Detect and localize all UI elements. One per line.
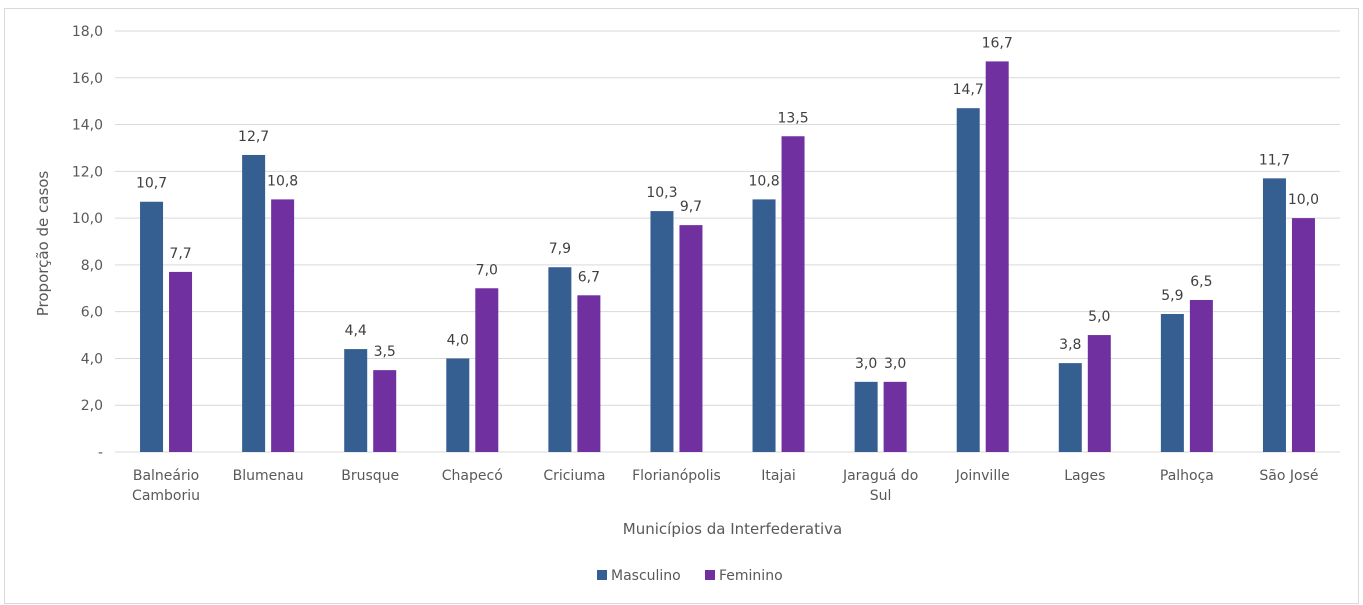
y-tick-label: 12,0 (72, 164, 103, 180)
y-tick-label: 18,0 (72, 24, 103, 40)
category-label-line: Camboriu (132, 488, 200, 504)
category-label-line: Palhoça (1160, 468, 1214, 484)
category-label: Palhoça (1160, 468, 1214, 484)
category-label-line: Florianópolis (632, 468, 721, 484)
category-label-line: Blumenau (233, 468, 304, 484)
data-label: 10,7 (136, 176, 167, 192)
data-label: 5,0 (1088, 309, 1110, 325)
gridlines (115, 30, 1340, 453)
y-tick-label: 10,0 (72, 211, 103, 227)
bar-masculino (1262, 178, 1286, 452)
bar-masculino (344, 349, 368, 452)
category-label-line: Criciuma (543, 468, 605, 484)
data-label: 7,0 (476, 262, 498, 278)
y-tick-label: 2,0 (81, 398, 103, 414)
data-label: 3,0 (884, 356, 906, 372)
legend-label-feminino: Feminino (719, 568, 783, 584)
category-label: Florianópolis (632, 468, 721, 484)
category-label: Criciuma (543, 468, 605, 484)
legend-swatch-feminino (705, 570, 715, 580)
bar-feminino (883, 381, 907, 452)
data-label: 14,7 (953, 82, 984, 98)
bar-masculino (446, 358, 470, 452)
bar-chart: - 2,0 4,0 6,0 8,0 10,0 12,0 14,0 16,0 18,0 10,7 7,… (34, 24, 1340, 584)
category-label: Itajai (761, 468, 796, 484)
category-label-line: Brusque (341, 468, 399, 484)
bar-masculino (242, 154, 266, 452)
bar-masculino (752, 199, 776, 452)
y-tick-label: 14,0 (72, 118, 103, 134)
legend-label-masculino: Masculino (611, 568, 681, 584)
category-label: São José (1259, 468, 1318, 484)
category-label-line: Joinville (955, 468, 1010, 484)
y-tick-label: 8,0 (81, 258, 103, 274)
category-label: Brusque (341, 468, 399, 484)
category-label-line: Itajai (761, 468, 796, 484)
data-label: 11,7 (1259, 152, 1290, 168)
y-axis-title: Proporção de casos (34, 171, 52, 317)
y-tick-label: 6,0 (81, 305, 103, 321)
data-label: 10,3 (646, 185, 677, 201)
bar-masculino (854, 381, 878, 452)
category-label-line: Balneário (133, 468, 199, 484)
bar-masculino (1160, 314, 1184, 452)
data-label: 3,5 (374, 344, 396, 360)
bar-feminino (985, 61, 1009, 453)
bar-feminino (169, 271, 193, 452)
bar-masculino (956, 108, 980, 452)
category-label-line: Lages (1064, 468, 1105, 484)
bar-feminino (475, 288, 499, 452)
x-axis-categories: Balneário Camboriu Blumenau Brusque Chapecó C… (132, 468, 1318, 504)
bar-feminino (1291, 218, 1315, 452)
y-tick-label: 16,0 (72, 71, 103, 87)
bar-masculino (1058, 363, 1082, 452)
bar-feminino (781, 136, 805, 452)
bar-feminino (373, 370, 397, 452)
bar-feminino (1189, 299, 1213, 452)
category-label-line: Chapecó (442, 468, 503, 484)
data-label: 3,8 (1059, 337, 1081, 353)
data-label: 3,0 (855, 356, 877, 372)
data-labels: 10,7 7,7 12,7 10,8 4,4 3,5 4,0 7,0 7,9 6,7 10,39,7… (136, 35, 1319, 371)
category-label-line: Jaraguá do (842, 468, 918, 484)
bar-feminino (577, 295, 601, 452)
y-tick-label: - (98, 445, 103, 461)
legend: Masculino Feminino (597, 568, 783, 584)
category-label-line: São José (1259, 468, 1318, 484)
bar-masculino (140, 201, 164, 452)
data-label: 9,7 (680, 199, 702, 215)
category-label: Chapecó (442, 468, 503, 484)
data-label: 13,5 (777, 110, 808, 126)
bar-feminino (679, 225, 703, 452)
data-label: 16,7 (982, 35, 1013, 51)
chart-frame: - 2,0 4,0 6,0 8,0 10,0 12,0 14,0 16,0 18,0 10,7 7,… (4, 8, 1359, 604)
bar-masculino (548, 267, 572, 452)
category-label: Lages (1064, 468, 1105, 484)
category-label: Jaraguá do Sul (842, 468, 918, 504)
data-label: 7,7 (169, 246, 191, 262)
bar-feminino (1087, 335, 1111, 452)
data-label: 6,7 (578, 269, 600, 285)
y-tick-label: 4,0 (81, 351, 103, 367)
bar-masculino (650, 211, 674, 452)
y-axis-ticks: - 2,0 4,0 6,0 8,0 10,0 12,0 14,0 16,0 18,0 (72, 24, 103, 461)
bar-feminino (271, 199, 295, 452)
category-label-line: Sul (870, 488, 892, 504)
data-label: 7,9 (549, 241, 571, 257)
legend-swatch-masculino (597, 570, 607, 580)
data-label: 10,8 (267, 173, 298, 189)
data-label: 10,0 (1288, 192, 1319, 208)
x-axis-title: Municípios da Interfederativa (623, 520, 842, 538)
category-label: Joinville (955, 468, 1010, 484)
data-label: 12,7 (238, 129, 269, 145)
data-label: 4,0 (447, 332, 469, 348)
data-label: 5,9 (1161, 288, 1183, 304)
data-label: 6,5 (1190, 274, 1212, 290)
bars (140, 61, 1315, 453)
category-label: Balneário Camboriu (132, 468, 200, 504)
data-label: 4,4 (345, 323, 367, 339)
data-label: 10,8 (748, 173, 779, 189)
category-label: Blumenau (233, 468, 304, 484)
